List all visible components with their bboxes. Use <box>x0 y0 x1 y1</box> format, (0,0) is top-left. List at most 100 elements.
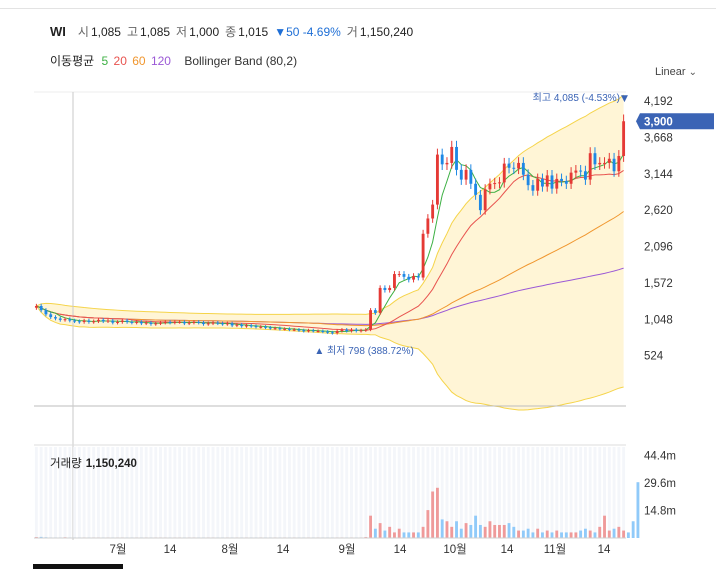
volume-bar <box>369 515 373 538</box>
candle-body <box>130 321 134 323</box>
volume-bar <box>455 521 458 538</box>
volume-background-bar <box>545 447 549 538</box>
volume-background-bar <box>330 447 334 538</box>
scrollbar-thumb[interactable] <box>33 564 123 569</box>
volume-background-bar <box>488 447 492 538</box>
volume-bar <box>440 519 444 538</box>
open-value: 1,085 <box>90 25 121 39</box>
volume-background-bar <box>526 447 530 538</box>
volume-background-bar <box>235 447 239 538</box>
candle-body <box>440 154 444 165</box>
candle-body <box>402 274 406 277</box>
volume-background-bar <box>58 447 62 538</box>
volume-background-bar <box>579 447 583 538</box>
volume-background-bar <box>426 447 430 538</box>
candle-body <box>202 322 205 325</box>
bollinger-fill <box>36 95 624 411</box>
volume-bar <box>459 528 463 538</box>
candle-body <box>116 321 119 323</box>
candle-body <box>588 153 592 180</box>
candle-body <box>125 320 129 322</box>
volume-bar <box>383 530 387 538</box>
volume-background-bar <box>321 447 325 538</box>
volume-background-bar <box>144 447 148 538</box>
ma-label: 이동평균 <box>50 54 95 68</box>
volume-bar <box>388 526 392 538</box>
candle-body <box>149 322 153 325</box>
candle-body <box>507 163 511 168</box>
volume-bar <box>593 532 597 538</box>
candle-body <box>178 321 182 323</box>
volume-background-bar <box>149 447 153 538</box>
candle-body <box>378 287 382 313</box>
candle-body <box>316 330 320 332</box>
candle-body <box>230 323 234 326</box>
volume-bar <box>631 521 635 538</box>
candle-body <box>478 194 482 211</box>
volume-bar <box>378 523 382 538</box>
volume-bar <box>469 524 473 538</box>
last-price-badge <box>636 113 714 130</box>
volume-title: 거래량 <box>50 458 82 470</box>
volume-bar <box>493 524 497 538</box>
volume-background-bar <box>474 447 478 538</box>
indicator-legend[interactable]: 이동평균 5 20 60 120 Bollinger Band (80,2) <box>50 52 301 69</box>
x-tick-label: 14 <box>394 544 407 556</box>
volume-bar <box>421 526 425 538</box>
scale-mode-toggle[interactable]: Linear ⌄ <box>655 66 697 78</box>
candle-body <box>359 330 363 332</box>
volume-background-bar <box>364 447 368 538</box>
volume-background-bar <box>259 447 263 538</box>
volume-bar <box>450 526 454 538</box>
volume-bar <box>39 536 43 538</box>
candle-body <box>603 162 606 164</box>
candle-body <box>521 162 525 175</box>
volume-background-bar <box>421 447 425 538</box>
candle-body <box>73 320 77 322</box>
ma-20-line <box>36 169 624 331</box>
volume-background-bar <box>517 447 521 538</box>
bollinger-label: Bollinger Band (80,2) <box>184 54 298 68</box>
volume-background-bar <box>555 447 559 538</box>
candle-body <box>412 276 415 280</box>
volume-background-bar <box>388 447 392 538</box>
volume-bar <box>564 532 568 538</box>
open-label: 시 <box>77 25 89 39</box>
x-tick-label: 14 <box>598 544 611 556</box>
volume-bar <box>617 526 621 538</box>
high-label: 고 <box>126 25 139 39</box>
candle-body <box>182 321 186 324</box>
volume-background-bar <box>101 447 105 538</box>
volume-background-bar <box>531 447 535 538</box>
candle-body <box>120 320 124 322</box>
candle-body <box>431 204 435 219</box>
volume-bar <box>636 482 640 538</box>
candle-body <box>488 183 492 190</box>
volume-bar <box>560 532 563 538</box>
candle-body <box>330 332 334 334</box>
volume-background-bar <box>340 447 344 538</box>
volume-bar <box>435 487 439 538</box>
candle-body <box>459 169 463 180</box>
y-tick-label: 1,572 <box>644 278 673 290</box>
candle-body <box>163 321 167 323</box>
volume-background-bar <box>603 447 606 538</box>
volume-bar <box>550 532 554 538</box>
volume-bar <box>488 521 492 538</box>
last-price-label: 3,900 <box>644 116 673 128</box>
candle-body <box>512 167 516 169</box>
volume-bar <box>517 530 521 538</box>
candle-body <box>278 328 282 330</box>
low-value: 1,000 <box>189 25 220 39</box>
candle-body <box>598 162 602 165</box>
x-axis: 7월 14 8월 14 9월 14 10월 14 11월 14 <box>34 537 626 556</box>
candle-body <box>77 321 81 323</box>
volume-background-bar <box>182 447 186 538</box>
x-tick-label: 10월 <box>443 543 466 556</box>
volume-background-bar <box>455 447 458 538</box>
volume-background-bar <box>598 447 602 538</box>
candle-body <box>297 329 301 331</box>
candle-body <box>421 233 425 278</box>
volume-background-bar <box>273 447 277 538</box>
